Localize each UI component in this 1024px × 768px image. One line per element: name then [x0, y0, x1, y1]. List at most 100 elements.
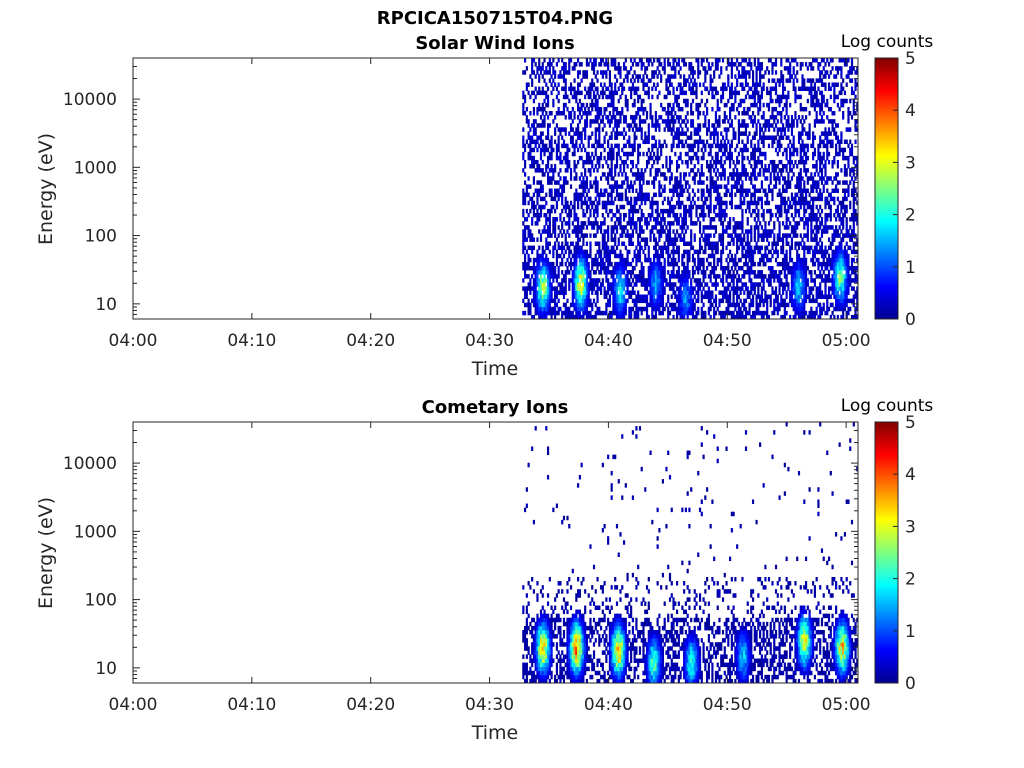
spectrogram-cell: [667, 119, 670, 124]
spectrogram-cell: [782, 282, 785, 287]
spectrogram-cell: [624, 188, 627, 193]
spectrogram-cell: [614, 66, 617, 71]
spectrogram-cell: [637, 127, 640, 132]
spectrogram-cell: [690, 237, 693, 242]
spectrogram-cell: [706, 111, 709, 116]
spectrogram-cell: [577, 90, 580, 96]
spectrogram-cell: [739, 310, 742, 316]
spectrogram-cell: [541, 265, 544, 271]
spectrogram-cell: [596, 127, 599, 132]
spectrogram-cell: [706, 159, 709, 165]
spectrogram-cell: [762, 253, 765, 259]
spectrogram-cell: [716, 119, 719, 124]
spectrogram-cell: [744, 74, 748, 79]
spectrogram-cell: [536, 208, 539, 214]
spectrogram-cell: [538, 192, 541, 198]
spectrogram-cell: [591, 119, 594, 124]
spectrogram-cell: [729, 147, 732, 153]
spectrogram-cell: [568, 314, 571, 320]
spectrogram-cell: [536, 270, 539, 275]
spectrogram-cell: [614, 74, 617, 79]
spectrogram-cell: [541, 286, 544, 291]
spectrogram-cell: [755, 176, 758, 181]
spectrogram-cell: [672, 123, 675, 128]
spectrogram-cell: [780, 298, 783, 304]
spectrogram-cell: [734, 286, 737, 291]
spectrogram-cell: [577, 225, 580, 230]
spectrogram-cell: [564, 282, 567, 287]
spectrogram-cell: [582, 102, 585, 108]
spectrogram-cell: [619, 192, 622, 198]
spectrogram-cell: [688, 298, 691, 304]
spectrogram-cell: [532, 208, 536, 214]
spectrogram-cell: [582, 237, 585, 242]
spectrogram-cell: [672, 286, 675, 291]
spectrogram-cell: [707, 286, 710, 291]
spectrogram-cell: [614, 286, 617, 291]
spectrogram-cell: [644, 306, 647, 312]
spectrogram-cell: [683, 62, 686, 67]
spectrogram-cell: [729, 164, 732, 169]
spectrogram-cell: [596, 249, 599, 255]
spectrogram-cell: [757, 119, 760, 124]
spectrogram-cell: [690, 298, 693, 304]
spectrogram-cell: [663, 66, 666, 71]
spectrogram-cell: [607, 139, 610, 145]
spectrogram-cell: [654, 278, 657, 283]
spectrogram-cell: [743, 74, 746, 79]
spectrogram-cell: [727, 274, 730, 279]
spectrogram-cell: [622, 257, 626, 263]
spectrogram-cell: [529, 257, 532, 263]
spectrogram-cell: [668, 208, 672, 214]
spectrogram-cell: [757, 229, 760, 234]
spectrogram-cell: [568, 62, 571, 67]
spectrogram-cell: [711, 302, 714, 308]
spectrogram-cell: [746, 221, 749, 226]
spectrogram-cell: [577, 265, 580, 271]
spectrogram-cell: [753, 200, 756, 206]
spectrogram-cell: [552, 229, 555, 234]
spectrogram-cell: [792, 298, 795, 304]
spectrogram-cell: [661, 302, 665, 308]
spectrogram-cell: [605, 70, 608, 75]
spectrogram-cell: [527, 192, 530, 198]
spectrogram-cell: [566, 270, 569, 275]
spectrogram-cell: [566, 200, 569, 206]
spectrogram-cell: [654, 168, 657, 173]
spectrogram-cell: [739, 196, 742, 202]
spectrogram-cell: [582, 111, 585, 116]
spectrogram-cell: [672, 139, 675, 145]
spectrogram-cell: [684, 221, 687, 226]
spectrogram-cell: [524, 180, 527, 185]
spectrogram-cell: [554, 310, 557, 316]
spectrogram-cell: [730, 176, 733, 181]
spectrogram-cell: [782, 290, 785, 295]
spectrogram-cell: [766, 168, 769, 173]
spectrogram-cell: [744, 192, 748, 198]
spectrogram-cell: [582, 265, 585, 271]
spectrogram-cell: [668, 278, 672, 283]
spectrogram-cell: [601, 58, 604, 63]
spectrogram-cell: [729, 217, 732, 222]
spectrogram-cell: [670, 270, 673, 275]
spectrogram-cell: [622, 286, 626, 291]
spectrogram-cell: [630, 270, 633, 275]
spectrogram-cell: [679, 139, 682, 145]
spectrogram-cell: [686, 127, 689, 132]
spectrogram-cell: [706, 86, 709, 92]
spectrogram-cell: [624, 257, 627, 263]
spectrogram-cell: [550, 155, 553, 161]
spectrogram-cell: [776, 261, 779, 267]
spectrogram-cell: [783, 147, 786, 153]
spectrogram-cell: [753, 143, 756, 149]
spectrogram-cell: [617, 253, 620, 259]
spectrogram-cell: [649, 270, 652, 275]
spectrogram-cell: [792, 270, 795, 275]
spectrogram-cell: [750, 115, 753, 120]
spectrogram-cell: [601, 241, 604, 246]
spectrogram-cell: [577, 294, 580, 300]
spectrogram-cell: [670, 302, 673, 308]
spectrogram-cell: [725, 135, 728, 140]
spectrogram-cell: [755, 241, 758, 246]
spectrogram-cell: [608, 286, 611, 291]
